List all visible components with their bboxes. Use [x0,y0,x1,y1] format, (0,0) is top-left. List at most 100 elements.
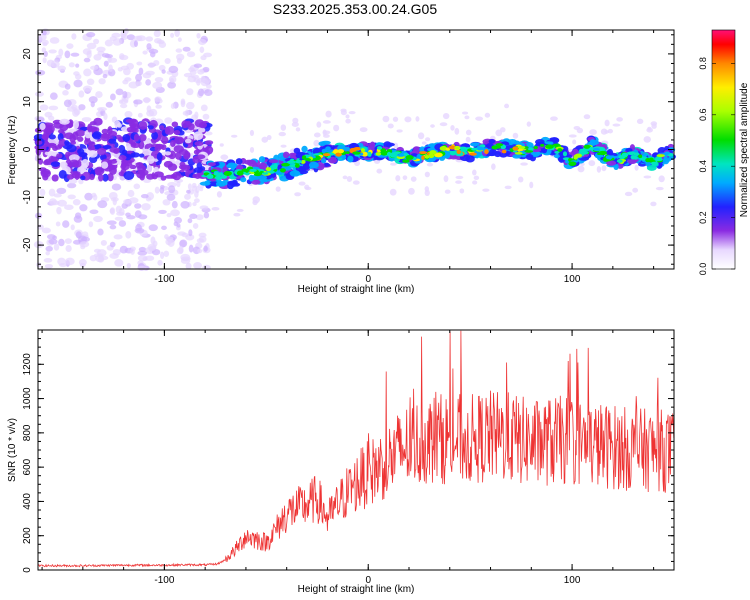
heatmap-noise-cell [322,120,331,124]
heatmap-noise-cell [138,246,147,253]
heatmap-noise-cell [236,208,244,212]
heatmap-band-cell [72,119,80,129]
heatmap-band-cell [138,120,148,130]
heatmap-peak-cell [568,161,577,167]
heatmap-noise-cell [84,192,93,201]
heatmap-noise-cell [96,46,106,53]
snr-xtick-label: 100 [564,575,581,586]
heatmap-band-cell [172,171,182,181]
heatmap-band-cell [142,148,151,157]
heatmap-noise-cell [568,134,577,138]
heatmap-noise-cell [504,185,512,190]
heatmap-peak-cell [265,167,272,172]
heatmap-noise-cell [424,171,430,178]
spectrogram-xtick-label: -100 [154,274,174,285]
heatmap-band-cell [118,171,125,177]
heatmap-noise-cell [86,78,95,86]
heatmap-band-cell [107,173,114,182]
heatmap-noise-cell [97,200,108,209]
heatmap-noise-cell [70,224,75,231]
heatmap-peak-cell [517,145,526,149]
heatmap-noise-cell [195,214,204,221]
heatmap-band-cell [89,121,97,126]
snr-ytick-label: 1200 [22,353,33,376]
heatmap-noise-cell [133,40,139,47]
heatmap-noise-cell [194,111,199,119]
heatmap-band-cell [80,175,86,181]
heatmap-noise-cell [345,114,350,119]
heatmap-peak-cell [295,159,303,164]
heatmap-noise-cell [352,180,360,185]
heatmap-ridge-cell [646,165,657,171]
heatmap-noise-cell [137,265,147,271]
heatmap-ridge-cell [525,154,534,161]
heatmap-ridge-cell [268,159,279,164]
heatmap-noise-cell [402,175,408,180]
colorbar-tick-label: 0.2 [698,211,708,224]
heatmap-band-cell [101,161,109,169]
heatmap-ridge-cell [215,180,227,187]
heatmap-peak-cell [419,151,428,154]
heatmap-noise-cell [512,132,519,139]
heatmap-ridge-cell [207,181,219,187]
heatmap-noise-cell [185,262,192,270]
heatmap-noise-cell [179,239,188,248]
heatmap-band-cell [81,159,90,168]
heatmap-peak-cell [579,150,587,155]
heatmap-peak-cell [294,163,300,168]
heatmap-noise-cell [45,245,53,252]
heatmap-peak-cell [405,155,414,160]
heatmap-band-cell [87,145,96,151]
heatmap-noise-cell [137,112,143,118]
heatmap-noise-cell [465,136,471,143]
heatmap-noise-cell [48,115,55,121]
heatmap-noise-cell [275,186,281,192]
heatmap-ridge-cell [662,158,670,165]
heatmap-noise-cell [44,263,54,269]
heatmap-peak-cell [630,154,636,160]
heatmap-noise-cell [48,198,57,206]
heatmap-band-cell [43,160,50,166]
heatmap-band-cell [76,136,84,142]
heatmap-noise-cell [200,104,208,112]
heatmap-noise-cell [425,137,431,142]
heatmap-band-cell [38,167,47,172]
heatmap-noise-cell [472,180,478,185]
heatmap-noise-cell [455,175,464,180]
heatmap-noise-cell [316,121,322,128]
heatmap-noise-cell [70,52,80,57]
heatmap-ridge-cell [541,147,548,154]
heatmap-noise-cell [127,189,135,198]
heatmap-noise-cell [34,91,44,97]
heatmap-noise-cell [550,116,558,121]
heatmap-noise-cell [249,129,255,136]
snr-ytick-label: 800 [22,424,33,441]
heatmap-noise-cell [183,72,193,78]
heatmap-noise-cell [123,199,131,205]
heatmap-noise-cell [57,199,67,207]
heatmap-noise-cell [387,123,394,129]
snr-ytick-label: 0 [22,567,33,573]
heatmap-band-cell [138,134,147,142]
heatmap-noise-cell [39,188,46,197]
heatmap-band-cell [58,138,67,147]
heatmap-peak-cell [664,151,670,155]
heatmap-noise-cell [53,243,60,251]
heatmap-noise-cell [48,105,59,111]
heatmap-ridge-cell [302,162,311,170]
heatmap-band-cell [147,125,154,130]
heatmap-ridge-cell [258,162,268,170]
heatmap-noise-cell [142,50,148,55]
heatmap-noise-cell [484,112,491,118]
heatmap-noise-cell [444,189,451,194]
heatmap-peak-cell [439,146,448,151]
heatmap-band-cell [130,152,140,158]
heatmap-noise-cell [177,37,182,42]
heatmap-noise-cell [63,99,72,108]
heatmap-peak-cell [281,162,290,167]
heatmap-peak-cell [300,160,306,164]
heatmap-noise-cell [96,106,107,112]
heatmap-peak-cell [491,145,499,150]
heatmap-noise-cell [145,79,152,86]
heatmap-noise-cell [278,131,286,137]
